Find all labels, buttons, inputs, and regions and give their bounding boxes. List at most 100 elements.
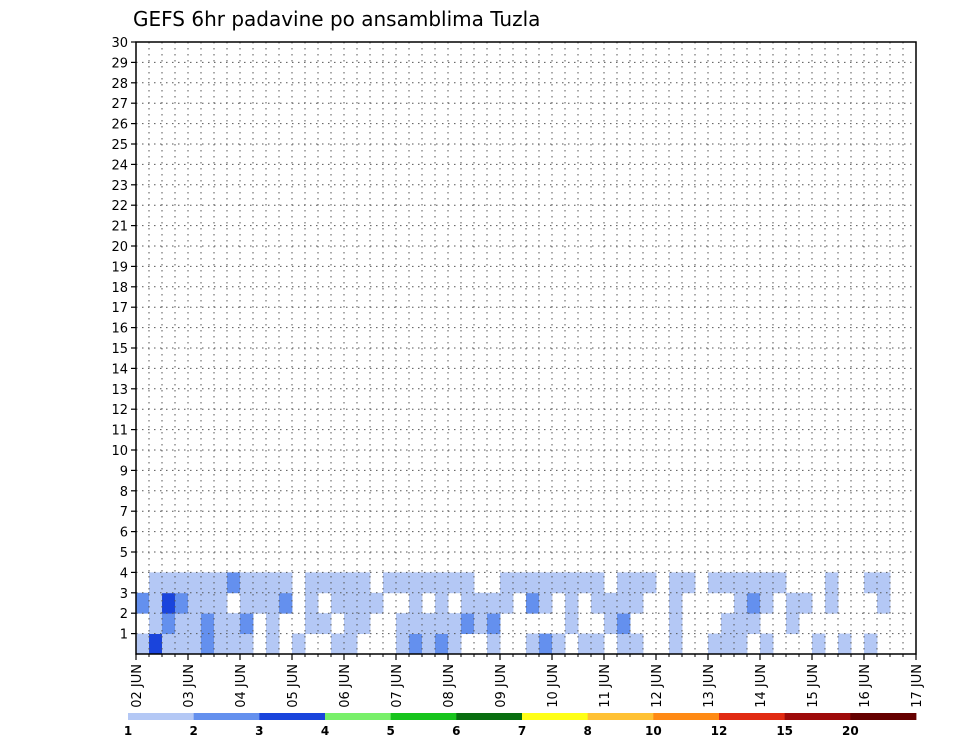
- heatmap-cell: [708, 633, 722, 655]
- y-tick-label: 30: [111, 36, 128, 51]
- heatmap-cell: [149, 633, 163, 655]
- heatmap-cell: [539, 633, 553, 655]
- heatmap-cell: [877, 572, 891, 594]
- y-tick-label: 5: [120, 546, 128, 561]
- heatmap-cell: [487, 633, 501, 655]
- heatmap-cell: [812, 633, 826, 655]
- colorbar-swatch: [456, 713, 523, 720]
- heatmap-cell: [591, 592, 605, 614]
- heatmap-cell: [435, 592, 449, 614]
- y-tick-label: 25: [111, 138, 128, 153]
- heatmap-cell: [240, 633, 254, 655]
- heatmap-cell: [162, 613, 176, 634]
- heatmap-cell: [357, 592, 371, 614]
- heatmap-cell: [526, 592, 540, 614]
- heatmap-cell: [461, 613, 475, 634]
- colorbar-label: 5: [386, 724, 394, 738]
- heatmap-cell: [487, 592, 501, 614]
- heatmap-cell: [461, 592, 475, 614]
- heatmap-cell: [669, 572, 683, 594]
- x-tick-label: 09 JUN: [494, 664, 509, 708]
- heatmap-cell: [630, 592, 644, 614]
- heatmap-cell: [227, 633, 241, 655]
- x-tick-label: 10 JUN: [546, 664, 561, 708]
- y-tick-label: 1: [120, 628, 128, 643]
- heatmap-cell: [357, 613, 371, 634]
- heatmap-cell: [266, 633, 280, 655]
- y-tick-label: 12: [111, 403, 128, 418]
- heatmap-cell: [708, 572, 722, 594]
- colorbar-swatch: [522, 713, 589, 720]
- heatmap-cell: [760, 572, 774, 594]
- heatmap-cell: [305, 592, 319, 614]
- colorbar: 1 2 3 4 5 6 7 8 10 12 15 20: [124, 713, 917, 738]
- heatmap-cell: [305, 572, 319, 594]
- y-tick-label: 21: [111, 220, 128, 235]
- heatmap-cell: [604, 592, 618, 614]
- x-tick-label: 07 JUN: [390, 664, 405, 708]
- heatmap-cell: [409, 633, 423, 655]
- heatmap-cell: [201, 613, 215, 634]
- heatmap-cell: [747, 572, 761, 594]
- y-tick-label: 16: [111, 322, 128, 337]
- heatmap-cell: [591, 633, 605, 655]
- heatmap-cell: [721, 613, 735, 634]
- heatmap-cell: [214, 613, 228, 634]
- heatmap-cell: [721, 633, 735, 655]
- y-tick-label: 4: [120, 566, 128, 581]
- heatmap-cell: [721, 572, 735, 594]
- colorbar-label: 1: [124, 724, 132, 738]
- heatmap-cell: [396, 613, 410, 634]
- heatmap-cell: [539, 572, 553, 594]
- colorbar-label: 20: [842, 724, 859, 738]
- y-tick-label: 23: [111, 179, 128, 194]
- y-tick-label: 20: [111, 240, 128, 255]
- heatmap-cell: [409, 592, 423, 614]
- heatmap-cell: [305, 613, 319, 634]
- heatmap-cell: [552, 633, 566, 655]
- heatmap-cell: [617, 572, 631, 594]
- colorbar-label: 15: [776, 724, 793, 738]
- y-tick-label: 26: [111, 118, 128, 133]
- heatmap-cell: [864, 572, 878, 594]
- y-tick-label: 28: [111, 77, 128, 92]
- heatmap-cell: [253, 572, 267, 594]
- y-tick-label: 6: [120, 526, 128, 541]
- colorbar-label: 4: [321, 724, 329, 738]
- heatmap-cell: [500, 592, 514, 614]
- heatmap-cell: [331, 572, 345, 594]
- y-tick-label: 3: [120, 587, 128, 602]
- heatmap-cell: [591, 572, 605, 594]
- heatmap-cell: [604, 613, 618, 634]
- colorbar-swatch: [390, 713, 457, 720]
- heatmap-cell: [227, 613, 241, 634]
- chart-title: GEFS 6hr padavine po ansamblima Tuzla: [133, 7, 540, 31]
- colorbar-label: 3: [255, 724, 263, 738]
- heatmap-cell: [669, 633, 683, 655]
- y-tick-label: 13: [111, 383, 128, 398]
- y-tick-label: 10: [111, 444, 128, 459]
- heatmap-cell: [188, 572, 202, 594]
- heatmap-cell: [422, 613, 436, 634]
- x-axis: 02 JUN 03 JUN 04 JUN 05 JUN 06 JUN 07 JUN 08 J…: [130, 654, 925, 708]
- heatmap-cell: [617, 613, 631, 634]
- heatmap-cell: [188, 633, 202, 655]
- heatmap-cell: [253, 592, 267, 614]
- x-tick-label: 16 JUN: [858, 664, 873, 708]
- x-tick-label: 13 JUN: [702, 664, 717, 708]
- heatmap-cell: [162, 592, 176, 614]
- heatmap-cell: [240, 592, 254, 614]
- heatmap-cell: [318, 613, 332, 634]
- heatmap-cell: [747, 613, 761, 634]
- heatmap-cell: [786, 592, 800, 614]
- heatmap-cell: [344, 572, 358, 594]
- colorbar-swatch: [259, 713, 326, 720]
- heatmap-cell: [318, 572, 332, 594]
- heatmap-cell: [214, 572, 228, 594]
- colorbar-label: 6: [452, 724, 460, 738]
- heatmap-cell: [513, 572, 527, 594]
- heatmap-cell: [786, 613, 800, 634]
- heatmap-cell: [292, 633, 306, 655]
- colorbar-swatch: [587, 713, 654, 720]
